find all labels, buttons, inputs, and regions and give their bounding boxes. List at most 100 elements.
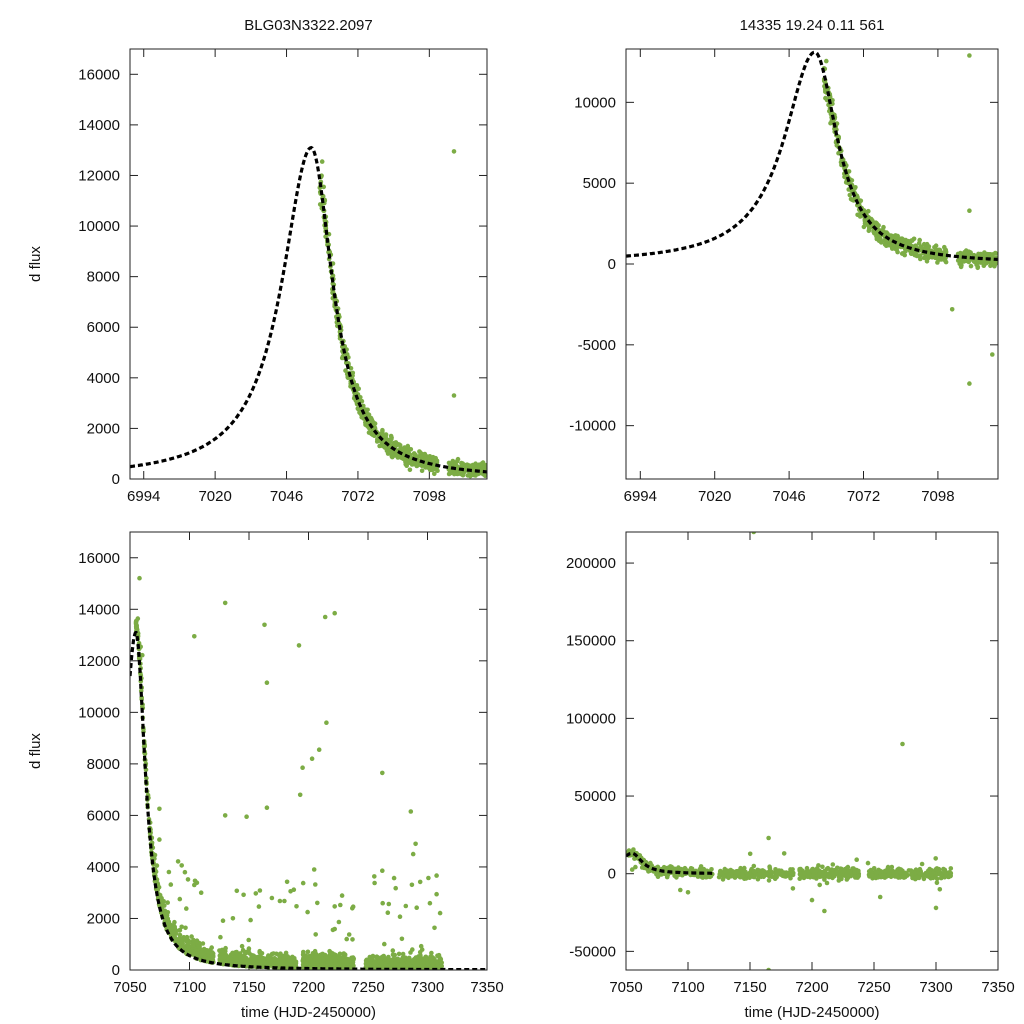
data-point xyxy=(381,953,387,959)
y-tick-label: 100000 xyxy=(566,710,616,727)
data-point xyxy=(192,882,197,888)
x-tick-label: 7250 xyxy=(857,979,890,996)
y-tick-label: 6000 xyxy=(87,807,120,824)
x-tick-label: 7072 xyxy=(847,488,880,505)
y-axis-label: d flux xyxy=(27,246,44,282)
data-point xyxy=(284,879,290,885)
y-tick-label: 12000 xyxy=(78,167,120,184)
data-point xyxy=(380,868,385,873)
data-point xyxy=(403,903,409,909)
data-point xyxy=(809,867,815,873)
data-point xyxy=(856,873,861,879)
data-point xyxy=(419,454,424,460)
data-point xyxy=(337,955,342,961)
data-point xyxy=(323,234,328,239)
data-point xyxy=(993,250,998,256)
data-point xyxy=(382,941,387,947)
data-point xyxy=(319,159,325,164)
data-point xyxy=(332,904,338,909)
data-point xyxy=(874,869,880,875)
data-point xyxy=(282,898,287,904)
data-point xyxy=(876,236,881,241)
data-point xyxy=(386,901,392,907)
data-point xyxy=(380,432,385,438)
data-point xyxy=(751,863,757,869)
data-point xyxy=(434,873,439,878)
data-point xyxy=(857,214,863,219)
data-point xyxy=(205,956,211,962)
data-point xyxy=(332,610,338,616)
data-point xyxy=(935,260,940,265)
plot-frame xyxy=(129,531,488,971)
data-point xyxy=(433,459,439,464)
data-point xyxy=(766,835,771,841)
data-point xyxy=(434,891,439,897)
data-point xyxy=(933,905,939,911)
data-points xyxy=(133,575,445,970)
data-point xyxy=(380,900,386,906)
data-point xyxy=(184,943,190,948)
data-point xyxy=(170,925,175,931)
data-point xyxy=(679,866,684,872)
data-point xyxy=(419,468,425,474)
x-tick-label: 7100 xyxy=(671,979,704,996)
data-point xyxy=(685,890,691,895)
data-point xyxy=(734,870,740,876)
data-point xyxy=(958,251,963,257)
data-point xyxy=(878,240,884,245)
data-point xyxy=(230,916,236,921)
data-point xyxy=(418,450,423,455)
data-point xyxy=(402,957,407,962)
data-point xyxy=(871,229,876,235)
data-point xyxy=(390,952,396,958)
data-point xyxy=(235,952,241,958)
data-point xyxy=(918,256,923,262)
data-point xyxy=(414,905,420,910)
data-point xyxy=(427,900,433,906)
data-point xyxy=(300,765,305,770)
data-point xyxy=(391,875,397,881)
data-point xyxy=(802,871,807,876)
y-tick-label: -10000 xyxy=(569,418,616,435)
plot-frame xyxy=(625,531,999,971)
y-tick-label: 0 xyxy=(608,256,616,273)
data-point xyxy=(906,238,911,244)
data-point xyxy=(764,872,770,878)
data-point xyxy=(354,383,360,388)
data-point xyxy=(743,869,748,875)
data-point xyxy=(439,960,445,965)
data-point xyxy=(430,959,436,965)
data-point xyxy=(323,226,329,231)
data-point xyxy=(747,851,753,857)
data-point xyxy=(340,344,345,350)
data-point xyxy=(137,575,142,581)
x-tick-label: 7200 xyxy=(292,979,325,996)
y-tick-label: 14000 xyxy=(78,601,120,618)
data-point xyxy=(919,861,925,867)
data-point xyxy=(350,937,355,942)
data-point xyxy=(313,955,319,960)
data-point xyxy=(157,806,162,812)
data-point xyxy=(294,904,299,909)
data-point xyxy=(909,238,915,243)
data-point xyxy=(893,234,899,239)
data-point xyxy=(252,954,257,959)
data-point xyxy=(423,465,428,470)
data-point xyxy=(400,951,406,957)
data-point xyxy=(937,871,942,877)
data-point xyxy=(307,957,313,962)
data-point xyxy=(316,747,322,752)
x-tick-label: 7020 xyxy=(198,488,231,505)
data-point xyxy=(935,248,940,254)
data-point xyxy=(452,471,457,477)
y-tick-label: 16000 xyxy=(78,550,120,567)
data-point xyxy=(285,954,290,959)
data-point xyxy=(888,238,893,244)
data-point xyxy=(206,949,212,954)
y-tick-label: -5000 xyxy=(578,337,616,354)
data-point xyxy=(669,864,674,870)
data-point xyxy=(629,867,635,872)
data-point xyxy=(967,381,972,386)
data-point xyxy=(886,242,892,248)
data-point xyxy=(165,900,170,905)
